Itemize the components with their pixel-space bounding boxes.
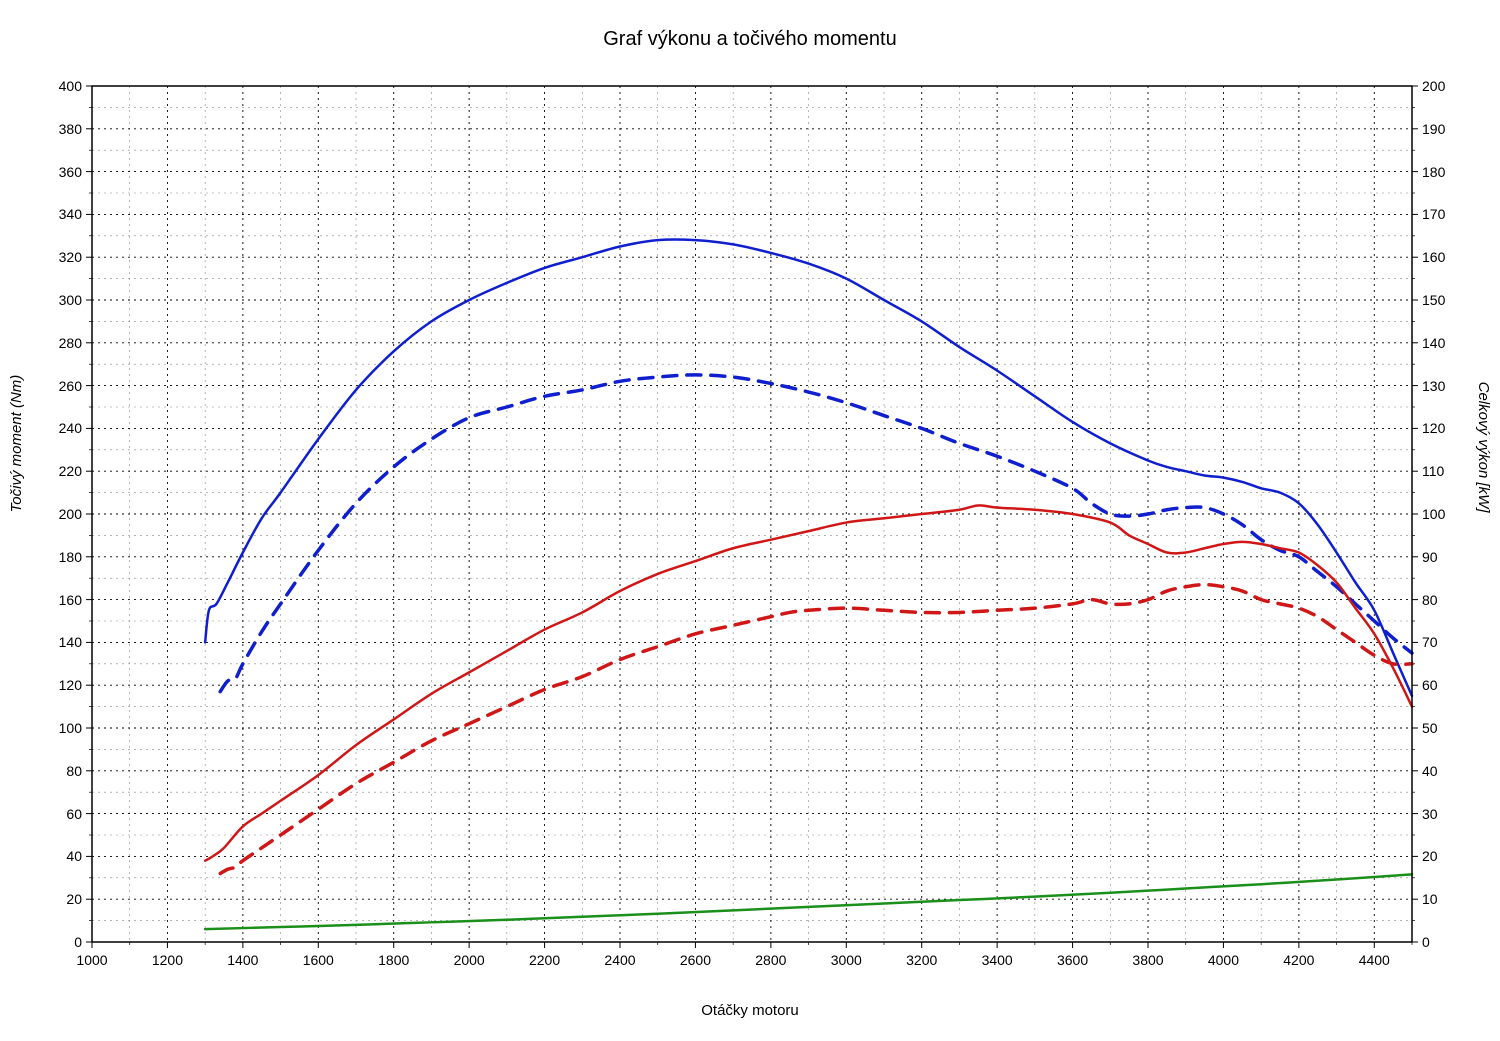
y-right-tick-label: 180 [1422,164,1445,180]
y-left-tick-label: 320 [59,249,82,265]
y-left-tick-label: 40 [66,848,82,864]
x-tick-label: 3400 [982,952,1013,968]
y-right-tick-label: 50 [1422,720,1438,736]
y-right-tick-label: 60 [1422,677,1438,693]
y-right-tick-label: 90 [1422,549,1438,565]
y-right-tick-label: 80 [1422,592,1438,608]
x-tick-label: 1600 [303,952,334,968]
y-left-tick-label: 260 [59,378,82,394]
y-right-tick-label: 190 [1422,121,1445,137]
x-tick-label: 2600 [680,952,711,968]
x-tick-label: 3200 [906,952,937,968]
y-left-tick-label: 180 [59,549,82,565]
y-left-tick-label: 380 [59,121,82,137]
y-right-tick-label: 100 [1422,506,1445,522]
y-right-tick-label: 40 [1422,763,1438,779]
y-right-tick-label: 0 [1422,934,1430,950]
y-right-tick-label: 160 [1422,249,1445,265]
y-left-tick-label: 60 [66,806,82,822]
x-tick-label: 1000 [76,952,107,968]
y-right-tick-label: 120 [1422,420,1445,436]
x-tick-label: 4400 [1359,952,1390,968]
y-right-tick-label: 200 [1422,78,1445,94]
x-tick-label: 4000 [1208,952,1239,968]
y-left-tick-label: 300 [59,292,82,308]
y-left-tick-label: 140 [59,634,82,650]
x-tick-label: 2200 [529,952,560,968]
y-left-tick-label: 280 [59,335,82,351]
y-left-tick-label: 80 [66,763,82,779]
y-left-tick-label: 240 [59,420,82,436]
y-left-tick-label: 100 [59,720,82,736]
y-left-tick-label: 0 [74,934,82,950]
y-left-tick-label: 200 [59,506,82,522]
y-left-tick-label: 20 [66,891,82,907]
x-tick-label: 2000 [454,952,485,968]
x-tick-label: 4200 [1283,952,1314,968]
y-left-tick-label: 400 [59,78,82,94]
y-right-tick-label: 150 [1422,292,1445,308]
y-right-tick-label: 30 [1422,806,1438,822]
x-tick-label: 2800 [755,952,786,968]
y-right-tick-label: 110 [1422,463,1444,479]
chart-svg [0,0,1500,1041]
y-left-axis-label: Točivý moment (Nm) [8,374,25,512]
y-right-tick-label: 20 [1422,848,1438,864]
y-right-tick-label: 170 [1422,206,1445,222]
x-tick-label: 1400 [227,952,258,968]
x-tick-label: 1800 [378,952,409,968]
dyno-chart: Graf výkonu a točivého momentu DC WWW.DY… [0,0,1500,1041]
y-left-tick-label: 220 [59,463,82,479]
y-right-tick-label: 10 [1422,891,1438,907]
x-tick-label: 3600 [1057,952,1088,968]
x-tick-label: 1200 [152,952,183,968]
x-tick-label: 3000 [831,952,862,968]
y-left-tick-label: 120 [59,677,82,693]
y-right-tick-label: 130 [1422,378,1445,394]
y-right-axis-label: Celkový výkon [kW] [1475,381,1492,512]
y-right-tick-label: 70 [1422,634,1438,650]
x-tick-label: 2400 [604,952,635,968]
y-left-tick-label: 160 [59,592,82,608]
x-axis-label: Otáčky motoru [0,1002,1500,1019]
y-right-tick-label: 140 [1422,335,1445,351]
y-left-tick-label: 340 [59,206,82,222]
y-left-tick-label: 360 [59,164,82,180]
x-tick-label: 3800 [1132,952,1163,968]
